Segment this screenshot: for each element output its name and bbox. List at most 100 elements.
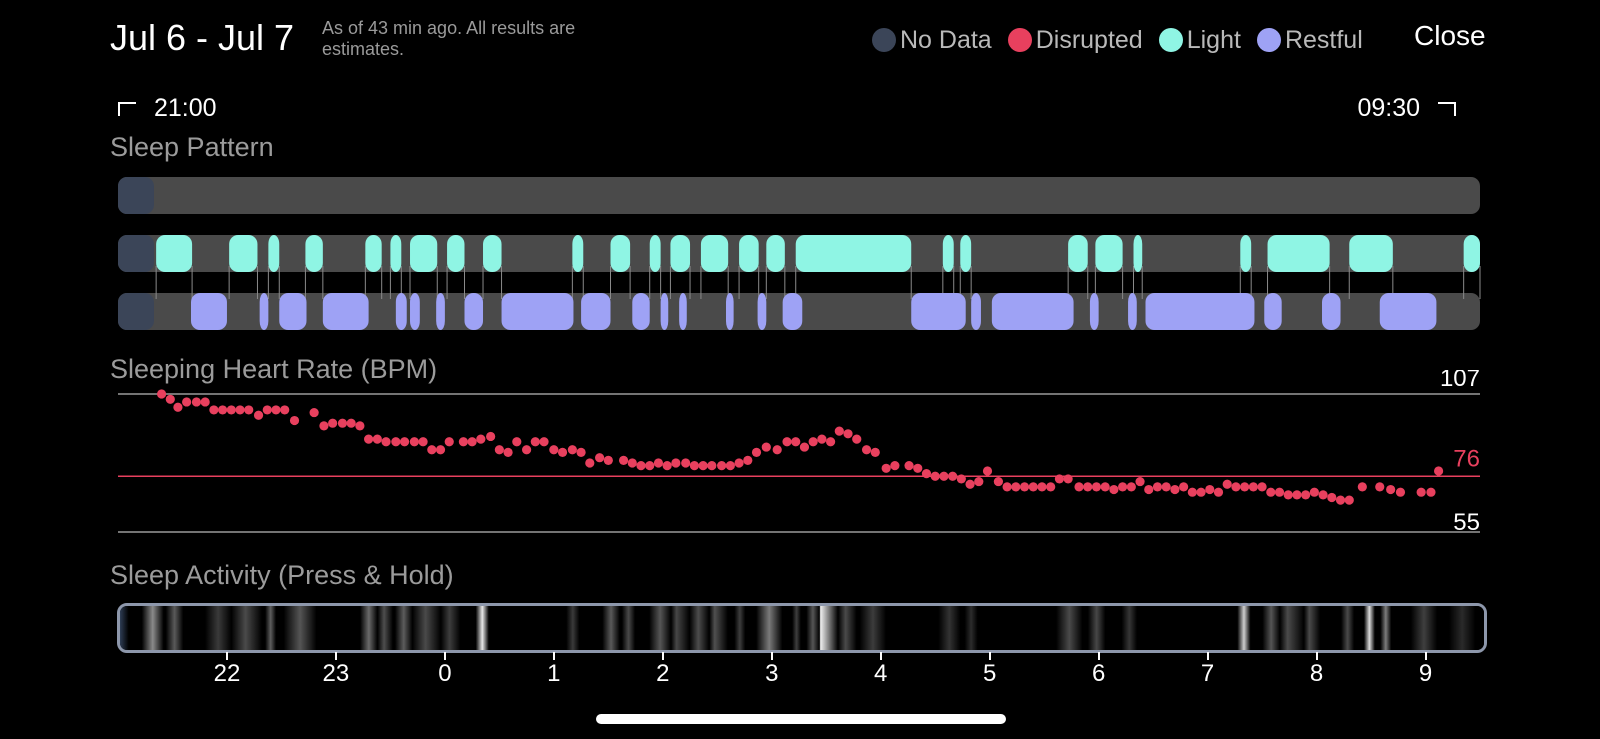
heart-rate-point xyxy=(956,474,966,484)
restful-sleep-segment xyxy=(1322,293,1341,330)
heart-rate-point xyxy=(993,476,1003,487)
restful-sleep-segment xyxy=(679,293,687,330)
bracket-end-icon xyxy=(1438,101,1456,116)
heart-rate-point xyxy=(689,461,699,471)
no-data-dot-icon xyxy=(872,28,896,52)
heart-rate-point xyxy=(1046,482,1056,492)
heart-rate-point xyxy=(309,407,319,418)
light-dot-icon xyxy=(1158,28,1183,52)
date-range-title: Jul 6 - Jul 7 xyxy=(110,17,295,58)
heart-rate-point xyxy=(530,437,540,447)
heart-rate-point xyxy=(761,442,771,452)
tick-mark xyxy=(334,652,337,660)
light-sleep-segment xyxy=(649,235,661,272)
heart-rate-point xyxy=(328,418,338,428)
heart-rate-point xyxy=(244,405,254,415)
heart-rate-point xyxy=(791,437,801,447)
heart-rate-point xyxy=(173,402,183,412)
heart-rate-point xyxy=(444,437,454,447)
heart-rate-point xyxy=(364,434,374,444)
heart-rate-point xyxy=(1187,487,1197,497)
heart-rate-point xyxy=(636,461,646,471)
average-bpm-label: 76 xyxy=(1453,445,1480,472)
heart-rate-point xyxy=(782,437,792,447)
heart-rate-point xyxy=(539,437,549,447)
close-button[interactable]: Close xyxy=(1414,20,1486,51)
home-indicator[interactable] xyxy=(596,714,1006,724)
heart-rate-point xyxy=(1011,482,1021,492)
tick-label: 23 xyxy=(322,660,350,687)
heart-rate-chart[interactable]: 107 76 55 xyxy=(0,370,1600,550)
restful-sleep-segment xyxy=(191,293,227,330)
heart-rate-point xyxy=(627,458,637,468)
tick-mark xyxy=(1206,652,1209,660)
restful-sleep-segment xyxy=(464,293,484,330)
tick-label: 4 xyxy=(874,660,888,687)
heart-rate-point xyxy=(1301,490,1311,500)
legend: No Data Disrupted Light Restful xyxy=(872,22,1379,58)
restful-dot-icon xyxy=(1256,28,1281,52)
heart-rate-point xyxy=(1196,487,1206,497)
start-time: 21:00 xyxy=(118,94,217,123)
light-sleep-segment xyxy=(670,235,691,272)
sleep-pattern-chart[interactable] xyxy=(0,170,1600,340)
heart-rate-point xyxy=(226,405,236,415)
heart-rate-point xyxy=(948,471,958,481)
tick-label: 3 xyxy=(765,660,779,687)
heart-rate-point xyxy=(930,471,940,481)
heart-rate-point xyxy=(1144,484,1154,495)
heart-rate-point xyxy=(1335,495,1346,505)
heart-rate-point xyxy=(200,397,210,407)
legend-item-disrupted: Disrupted xyxy=(1007,26,1143,55)
heart-rate-point xyxy=(486,431,496,442)
heart-rate-point xyxy=(512,437,522,447)
heart-rate-point xyxy=(1135,476,1145,487)
heart-rate-point xyxy=(681,458,691,468)
heart-rate-point xyxy=(881,463,891,473)
heart-rate-point xyxy=(1318,490,1328,500)
heart-rate-point xyxy=(939,471,949,481)
heart-rate-point xyxy=(817,434,827,444)
tick-label: 2 xyxy=(656,660,670,687)
heart-rate-point xyxy=(913,463,923,473)
sleep-activity-title: Sleep Activity (Press & Hold) xyxy=(110,560,454,590)
heart-rate-point xyxy=(1266,487,1276,497)
light-sleep-segment xyxy=(229,235,258,272)
restful-sleep-segment xyxy=(1264,293,1282,330)
sleep-activity-bar[interactable] xyxy=(117,603,1487,653)
light-sleep-segment xyxy=(1463,235,1480,272)
tick-label: 22 xyxy=(213,660,241,687)
heart-rate-point xyxy=(494,445,504,455)
heart-rate-point xyxy=(843,429,853,439)
tick-mark xyxy=(552,652,555,660)
heart-rate-point xyxy=(346,418,356,428)
tick-mark xyxy=(1424,652,1427,660)
light-sleep-segment xyxy=(1267,235,1330,272)
heart-rate-point xyxy=(1179,482,1189,492)
heart-rate-point xyxy=(1074,482,1084,492)
tick-label: 7 xyxy=(1200,660,1215,687)
sleep-pattern-title: Sleep Pattern xyxy=(110,132,274,162)
heart-rate-point xyxy=(289,415,300,426)
heart-rate-point xyxy=(337,418,348,428)
tick-mark xyxy=(443,652,446,660)
heart-rate-point xyxy=(1019,482,1030,492)
disrupted-dot-icon xyxy=(1007,28,1032,52)
legend-label: Light xyxy=(1186,25,1241,54)
tick-mark xyxy=(225,652,228,660)
restful-sleep-segment xyxy=(1145,293,1255,330)
heart-rate-point xyxy=(218,405,228,415)
heart-rate-point xyxy=(355,421,365,431)
heart-rate-point xyxy=(834,426,844,436)
end-time-label: 09:30 xyxy=(1357,94,1420,122)
heart-rate-point xyxy=(1416,487,1426,497)
heart-rate-point xyxy=(1357,482,1367,492)
restful-sleep-segment xyxy=(660,293,669,330)
heart-rate-point xyxy=(1274,487,1285,497)
min-bpm-label: 55 xyxy=(1453,509,1480,536)
heart-rate-point xyxy=(235,405,245,415)
heart-rate-point xyxy=(418,437,428,447)
restful-sleep-segment xyxy=(501,293,574,330)
legend-label: Restful xyxy=(1284,25,1363,54)
light-sleep-segment xyxy=(766,235,785,272)
